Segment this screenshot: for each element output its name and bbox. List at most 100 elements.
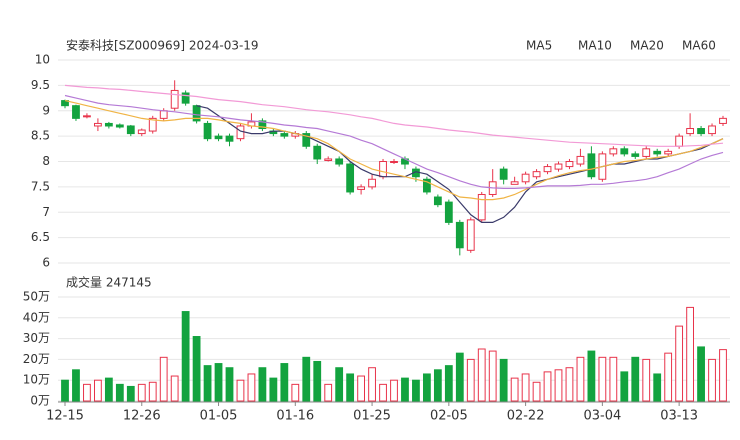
candle-body: [576, 155, 585, 165]
volume-bar: [653, 373, 662, 402]
volume-bar: [719, 349, 727, 402]
candle-body: [192, 105, 201, 122]
volume-bar: [126, 385, 135, 402]
volume-bar: [675, 325, 684, 402]
candle-body: [620, 148, 629, 155]
x-tick-label: 03-04: [583, 409, 621, 424]
candle-body: [159, 110, 168, 119]
volume-tick-label: 30万: [23, 331, 50, 345]
volume-bar: [543, 371, 552, 402]
volume-bar: [115, 383, 124, 402]
volume-bar: [433, 369, 442, 402]
candle-body: [313, 145, 322, 160]
candle-body: [499, 168, 508, 180]
candle-body: [423, 178, 431, 193]
candle-body: [532, 171, 541, 178]
volume-bar: [346, 373, 355, 402]
y-tick-label: 6: [42, 256, 50, 270]
volume-bar: [620, 371, 629, 402]
candle-body: [83, 115, 91, 118]
volume-tick-label: 40万: [23, 310, 50, 324]
legend-entry: MA5: [526, 39, 552, 53]
volume-tick-label: 50万: [23, 290, 50, 304]
volume-bar: [412, 379, 420, 402]
candle-body: [686, 128, 694, 135]
volume-bar: [697, 346, 705, 402]
volume-bar: [280, 363, 289, 402]
volume-bar: [532, 381, 541, 402]
volume-bar: [94, 379, 102, 402]
candle-body: [214, 135, 223, 140]
candle-body: [466, 219, 475, 251]
legend-entry: MA10: [578, 39, 612, 53]
volume-bar: [631, 356, 640, 402]
y-tick-label: 9.5: [31, 78, 50, 92]
candle-body: [368, 178, 376, 188]
candle-body: [258, 120, 267, 130]
x-tick-label: 12-15: [46, 409, 84, 424]
volume-bar: [324, 383, 333, 402]
x-tick-label: 01-05: [200, 409, 238, 424]
volume-bar: [269, 377, 278, 402]
candle-body: [115, 124, 124, 128]
y-tick-label: 6.5: [31, 230, 50, 244]
volume-tick-label: 0万: [30, 394, 50, 408]
candle-body: [137, 129, 146, 135]
candle-body: [280, 133, 289, 137]
volume-bar: [61, 379, 69, 402]
volume-bar: [291, 383, 300, 402]
y-tick-label: 7: [42, 205, 50, 219]
volume-bar: [302, 356, 311, 402]
volume-bar: [148, 381, 157, 402]
candle-body: [719, 117, 727, 124]
candle-body: [148, 117, 157, 132]
volume-bar: [477, 348, 486, 402]
ma-line: [64, 84, 724, 147]
candle-body: [708, 125, 716, 135]
x-tick-label: 01-25: [353, 409, 391, 424]
volume-bar: [510, 377, 519, 402]
candle-body: [587, 153, 596, 178]
volume-bar: [247, 373, 256, 402]
candle-body: [543, 166, 552, 173]
candle-body: [181, 92, 190, 104]
candle-body: [510, 181, 519, 185]
volume-bar: [576, 356, 585, 402]
candle-body: [379, 161, 387, 178]
candle-body: [455, 221, 464, 249]
volume-bar: [159, 356, 168, 402]
volume-bar: [455, 352, 464, 402]
volume-bar: [379, 383, 387, 402]
candle-body: [126, 125, 135, 135]
candle-body: [390, 161, 398, 163]
volume-bar: [401, 377, 409, 402]
candle-body: [302, 133, 311, 147]
candle-body: [653, 150, 662, 155]
candle-body: [554, 163, 563, 170]
y-tick-label: 8: [42, 154, 50, 168]
candle-body: [609, 148, 618, 155]
volume-bar: [357, 375, 365, 402]
volume-title: 成交量 247145: [66, 275, 152, 290]
candle-body: [346, 163, 355, 193]
volume-bar: [466, 358, 475, 402]
x-tick-label: 01-16: [276, 409, 314, 424]
x-tick-label: 02-05: [430, 409, 468, 424]
y-tick-label: 9: [42, 103, 50, 117]
volume-bar: [258, 367, 267, 402]
candle-body: [631, 153, 640, 157]
volume-bar: [83, 383, 91, 402]
volume-bar: [642, 358, 651, 402]
x-tick-label: 12-26: [123, 409, 161, 424]
volume-bar: [423, 373, 431, 402]
volume-bar: [598, 356, 607, 402]
volume-bar: [104, 377, 113, 402]
candle-body: [697, 128, 705, 135]
volume-bar: [444, 365, 453, 402]
volume-bar: [203, 365, 212, 402]
volume-bar: [587, 350, 596, 402]
x-tick-label: 02-22: [507, 409, 545, 424]
ma-line: [64, 100, 724, 201]
candle-body: [565, 161, 574, 168]
